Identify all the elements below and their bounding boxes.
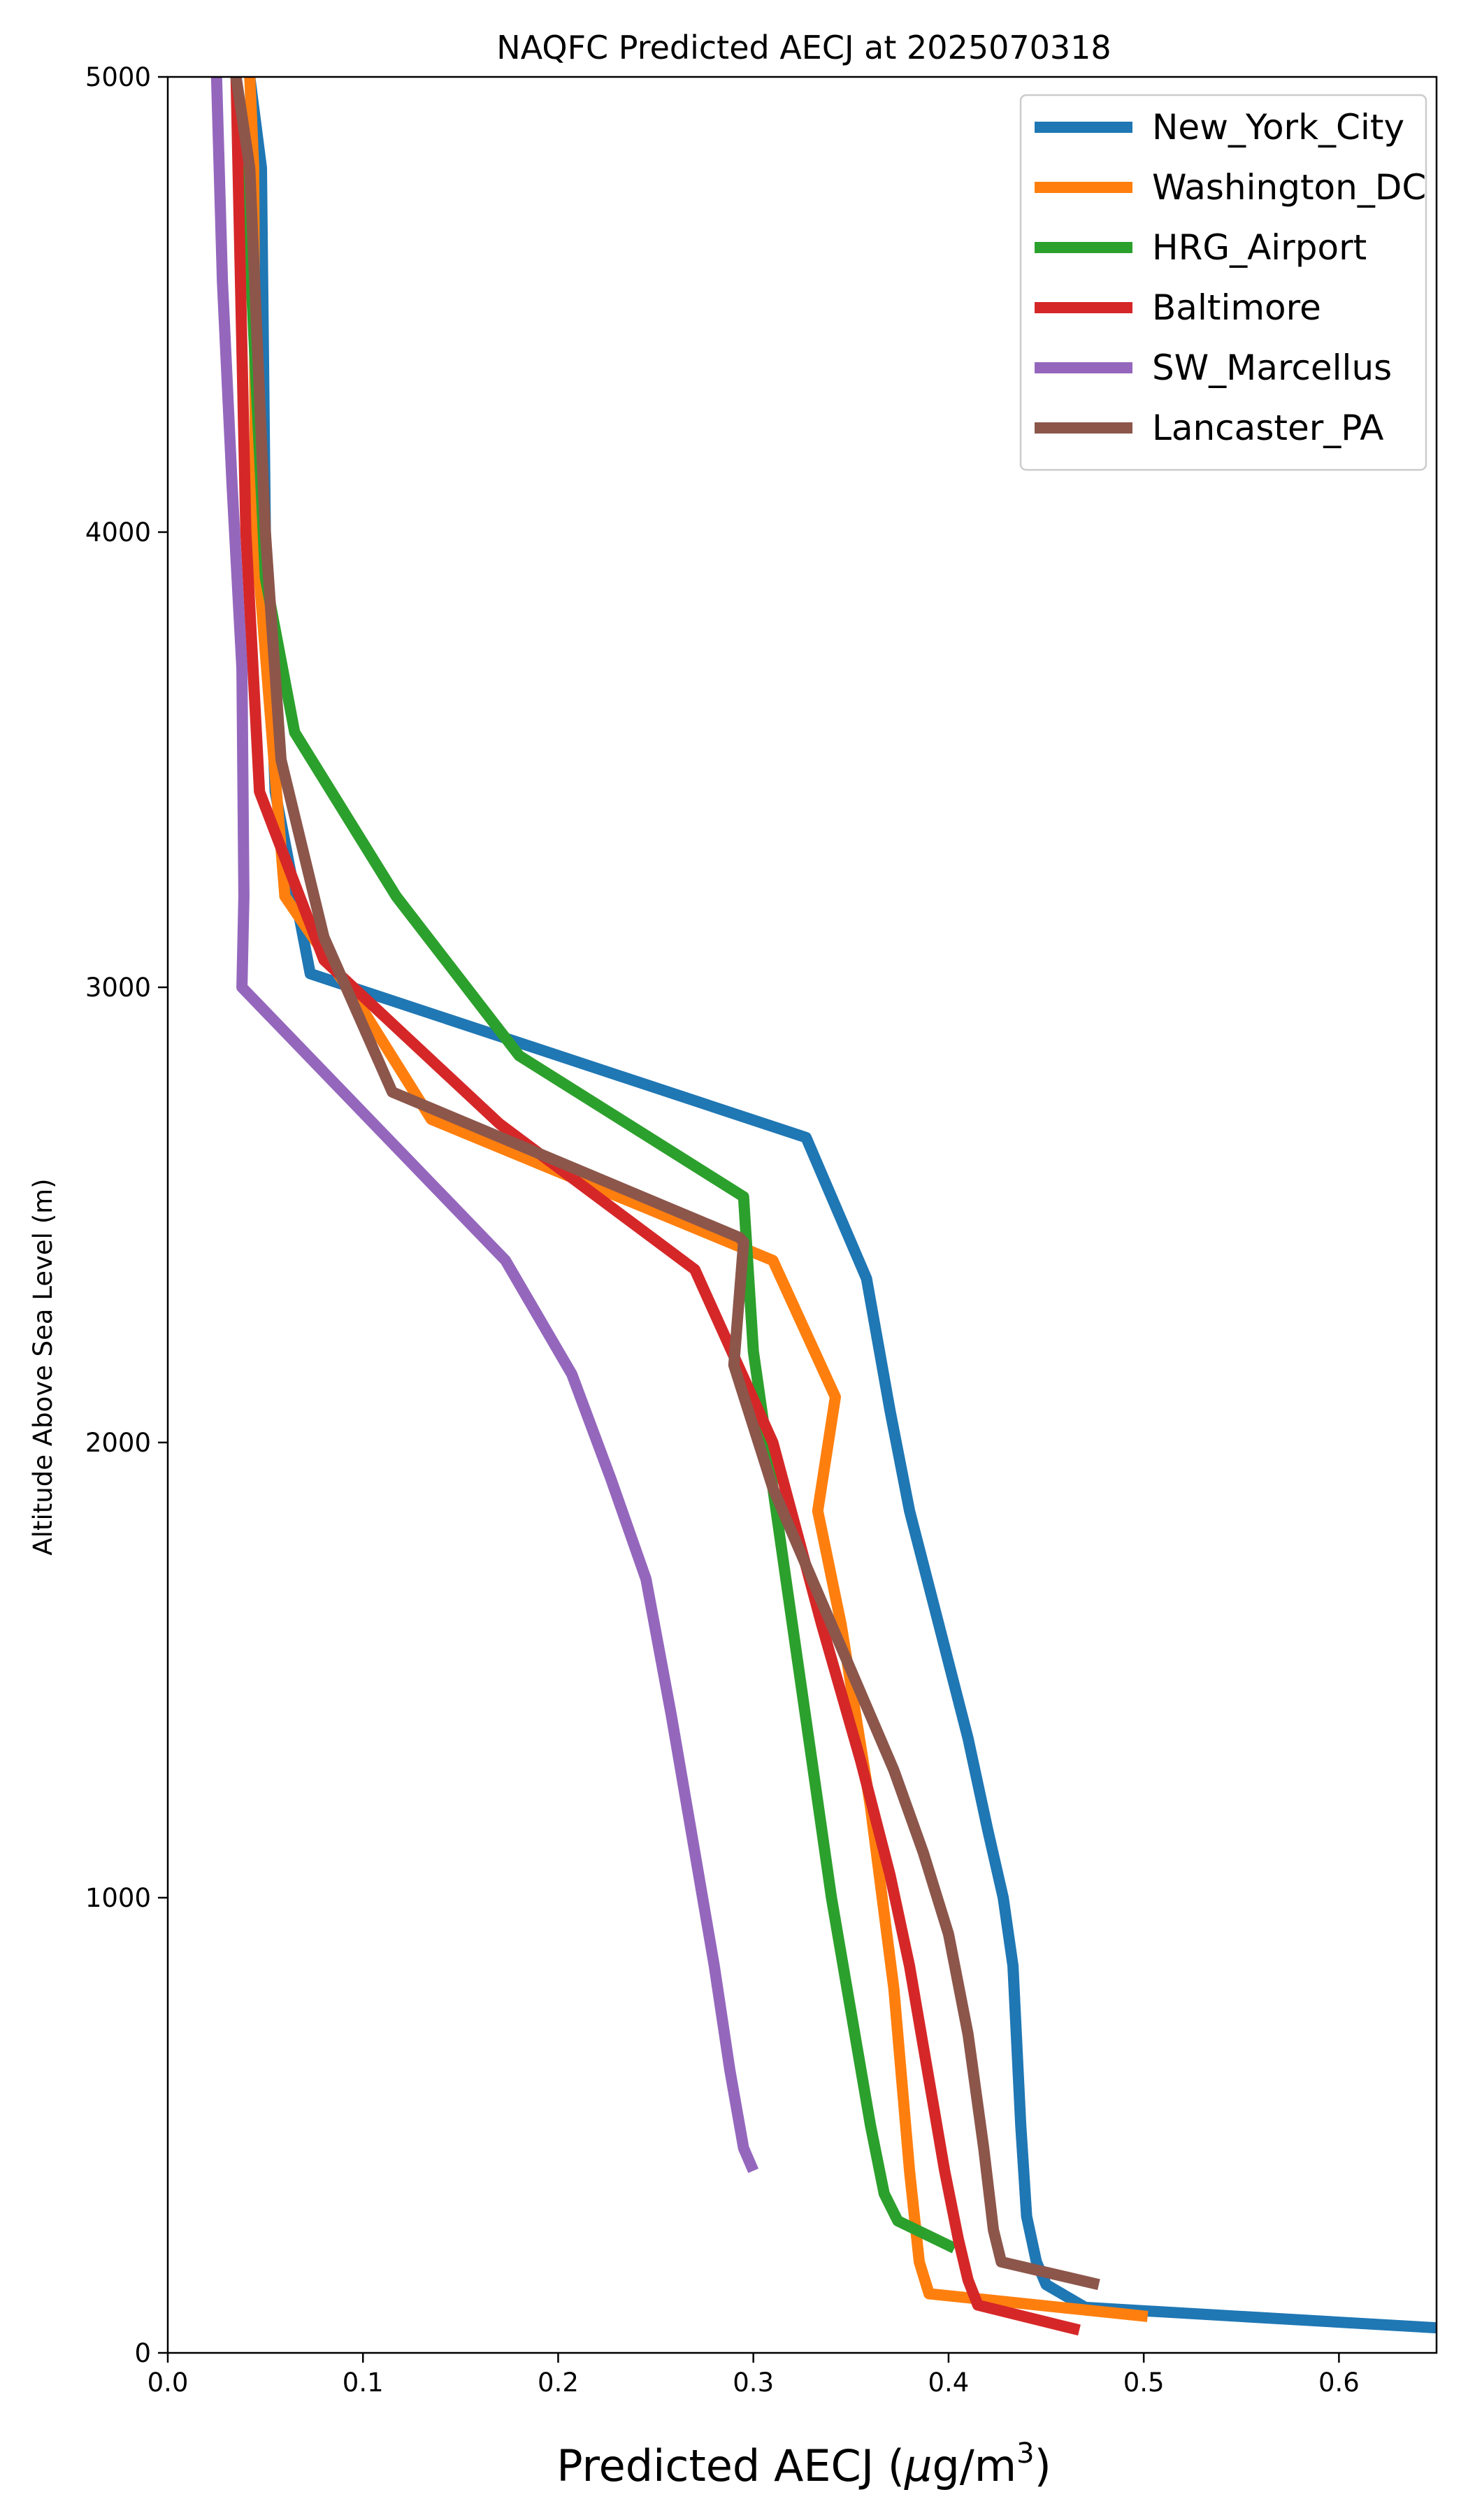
x-axis-label-text: Predicted AECJ: [556, 2440, 874, 2491]
x-axis-label-paren-open: (: [874, 2440, 905, 2491]
y-tick-label: 0: [134, 2338, 151, 2368]
x-tick-label: 0.5: [1123, 2368, 1165, 2398]
x-axis-label: Predicted AECJ (μg/m3): [556, 2437, 1051, 2491]
series-line-SW_Marcellus: [210, 77, 759, 2173]
plot-area: [210, 77, 1437, 2336]
x-tick-label: 0.0: [147, 2368, 189, 2398]
chart-title: NAQFC Predicted AECJ at 2025070318: [496, 29, 1111, 66]
x-tick-label: 0.2: [538, 2368, 579, 2398]
x-axis-label-paren-close: ): [1035, 2440, 1051, 2491]
series-line-Lancaster_PA: [230, 77, 1100, 2291]
axes: 0.0 0.1 0.2 0.3 0.4 0.5 0.6 0 1000 2000 3000 4000 50…: [85, 62, 1438, 2398]
y-axis-label: Altitude Above Sea Level (m): [28, 1178, 58, 1555]
series-line-Washington_DC: [244, 77, 1149, 2322]
legend-label-New_York_City: New_York_City: [1152, 107, 1404, 148]
x-axis-label-unit-body: g/m: [932, 2440, 1016, 2491]
legend-label-SW_Marcellus: SW_Marcellus: [1152, 348, 1392, 388]
y-tick-label: 1000: [85, 1883, 151, 1913]
y-tick-label: 5000: [85, 62, 151, 92]
y-tick-label: 4000: [85, 517, 151, 547]
axes-frame: [166, 76, 1438, 2354]
x-tick-label: 0.1: [343, 2368, 384, 2398]
x-tick-label: 0.4: [928, 2368, 970, 2398]
legend-label-Washington_DC: Washington_DC: [1152, 167, 1426, 208]
legend-label-Baltimore: Baltimore: [1152, 287, 1321, 328]
series-line-Baltimore: [230, 77, 1081, 2336]
legend: New_York_City Washington_DC HRG_Airport Bal…: [1019, 94, 1427, 471]
y-tick-label: 2000: [85, 1428, 151, 1458]
y-tick-label: 3000: [85, 973, 151, 1003]
legend-label-HRG_Airport: HRG_Airport: [1152, 227, 1367, 268]
x-tick-label: 0.6: [1318, 2368, 1360, 2398]
x-tick-label: 0.3: [733, 2368, 774, 2398]
x-axis-label-unit-exp: 3: [1016, 2437, 1034, 2470]
legend-label-Lancaster_PA: Lancaster_PA: [1152, 408, 1383, 448]
x-axis-label-unit-prefix: μ: [904, 2440, 932, 2491]
